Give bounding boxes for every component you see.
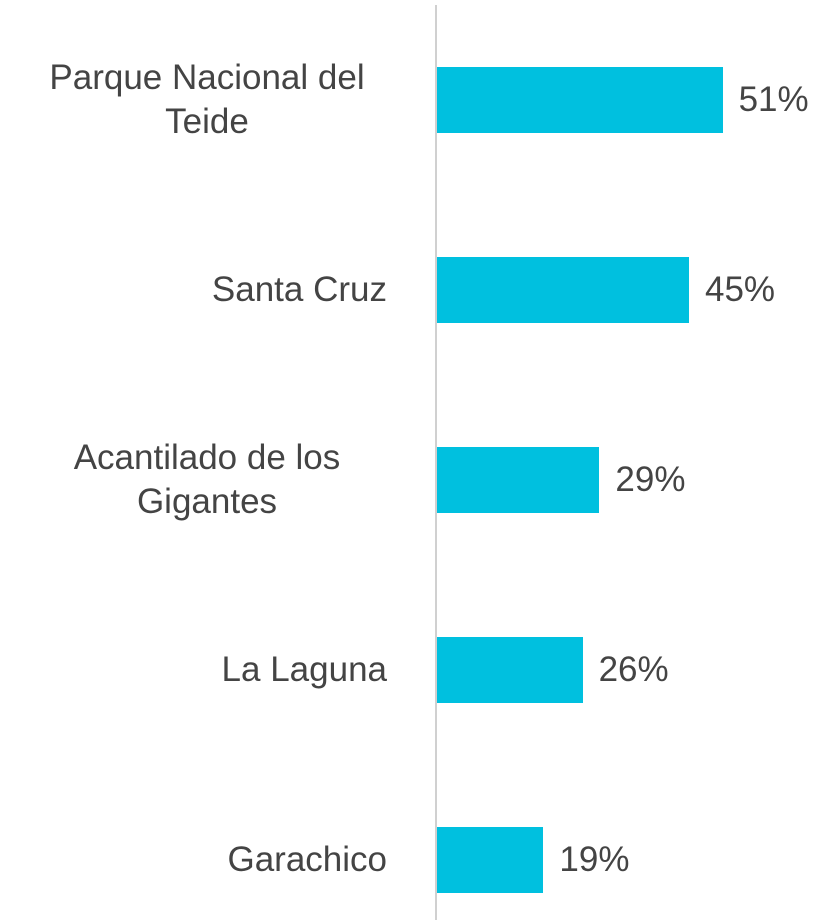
category-label-box: La Laguna [20,610,387,730]
value-label: 26% [598,650,669,689]
bar [437,67,723,133]
value-label: 19% [559,840,630,879]
category-label-box: Santa Cruz [20,230,387,350]
bar [437,827,544,893]
category-label: Acantilado de los Gigantes [73,438,341,521]
category-label-box: Acantilado de los Gigantes [20,420,387,540]
category-label-box: Parque Nacional del Teide [20,40,387,160]
category-label: Parque Nacional del Teide [49,58,365,141]
bar [437,447,600,513]
value-label: 51% [738,80,809,119]
category-label: La Laguna [221,650,387,690]
category-label-box: Garachico [20,800,387,920]
category-label: Garachico [227,840,387,880]
category-label: Santa Cruz [211,270,387,310]
axis-line [435,5,437,920]
value-label: 45% [705,270,776,309]
bar [437,637,583,703]
bar [437,257,689,323]
value-label: 29% [615,460,686,499]
